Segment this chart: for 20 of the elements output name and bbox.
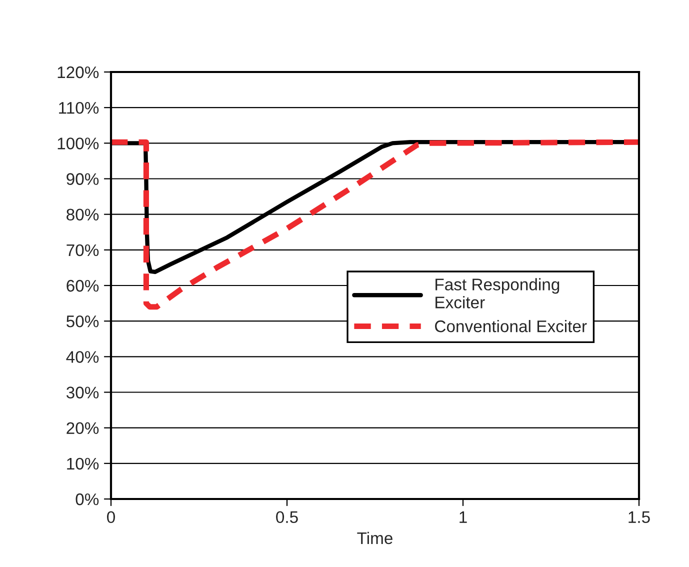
y-tick-label: 120% <box>58 66 99 78</box>
y-tick-label: 20% <box>66 422 99 434</box>
y-tick-label: 80% <box>66 208 99 221</box>
x-tick-label: 0.5 <box>276 511 298 524</box>
x-tick-label: 1 <box>460 511 467 523</box>
y-tick-label: 110% <box>59 102 99 114</box>
legend-label: Fast Responding Exciter <box>436 278 560 308</box>
y-tick-label: 90% <box>66 173 99 185</box>
y-tick-label: 60% <box>66 280 99 292</box>
y-tick-label: 100% <box>58 138 99 150</box>
y-tick-label: 50% <box>66 315 99 328</box>
x-tick-label: 1.5 <box>628 511 650 524</box>
x-axis-title: Time <box>357 532 392 544</box>
y-tick-label: 40% <box>66 351 99 363</box>
legend-label: Conventional Exciter <box>435 320 587 332</box>
y-tick-label: 10% <box>67 458 99 470</box>
y-tick-label: 30% <box>66 386 99 398</box>
y-tick-label: 0% <box>76 493 99 506</box>
x-tick-label: 0 <box>107 511 115 524</box>
y-tick-label: 70% <box>66 244 99 256</box>
